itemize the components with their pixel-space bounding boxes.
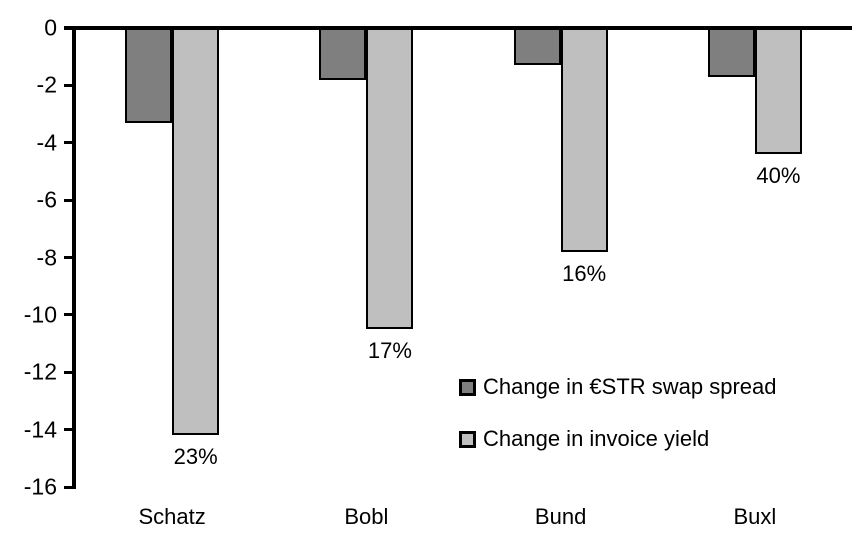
x-label-bobl: Bobl: [344, 504, 389, 529]
y-tick-label: -6: [36, 186, 57, 213]
x-label-schatz: Schatz: [138, 504, 206, 529]
zero-baseline: [64, 26, 852, 30]
y-tick-mark: [64, 313, 76, 317]
y-tick-mark: [64, 485, 76, 489]
bar-buxl-series1: [754, 28, 802, 155]
y-tick-label: -10: [23, 301, 57, 328]
y-tick-label: -12: [23, 358, 57, 385]
y-tick-mark: [64, 256, 76, 259]
legend-swatch-swap-spread-icon: [459, 378, 476, 396]
point-label-bobl: 17%: [367, 338, 412, 364]
x-label-bund: Bund: [534, 504, 587, 529]
bar-buxl-series0: [707, 28, 755, 77]
y-tick-mark: [64, 428, 76, 432]
legend-item-invoice-yield: Change in invoice yield: [459, 426, 777, 452]
y-tick-label: -4: [36, 129, 57, 156]
point-label-schatz: 23%: [173, 444, 218, 470]
y-tick-label: -8: [36, 244, 57, 270]
legend-label-swap-spread: Change in €STR swap spread: [483, 374, 777, 399]
y-tick-label: -2: [36, 71, 57, 98]
y-tick-mark: [64, 26, 76, 30]
y-tick-label: -16: [23, 473, 57, 500]
y-tick-label: 0: [44, 14, 57, 41]
point-label-buxl: 40%: [756, 163, 801, 189]
y-tick-mark: [64, 83, 76, 87]
bar-bobl-series0: [319, 28, 367, 80]
y-tick-mark: [64, 198, 76, 202]
point-label-bund: 16%: [562, 260, 607, 286]
bar-schatz-series1: [172, 28, 220, 436]
bar-bund-series0: [513, 28, 561, 66]
y-tick-label: -14: [23, 416, 57, 443]
legend-item-swap-spread: Change in €STR swap spread: [459, 374, 777, 400]
legend-swatch-invoice-yield-icon: [459, 430, 476, 448]
legend-label-invoice-yield: Change in invoice yield: [483, 426, 710, 451]
x-label-buxl: Buxl: [733, 504, 777, 529]
y-tick-mark: [64, 370, 76, 374]
y-tick-mark: [64, 141, 76, 145]
legend: Change in €STR swap spread Change in inv…: [459, 374, 777, 452]
bar-bund-series1: [560, 28, 608, 252]
bar-bobl-series1: [366, 28, 414, 330]
bar-schatz-series0: [125, 28, 173, 123]
